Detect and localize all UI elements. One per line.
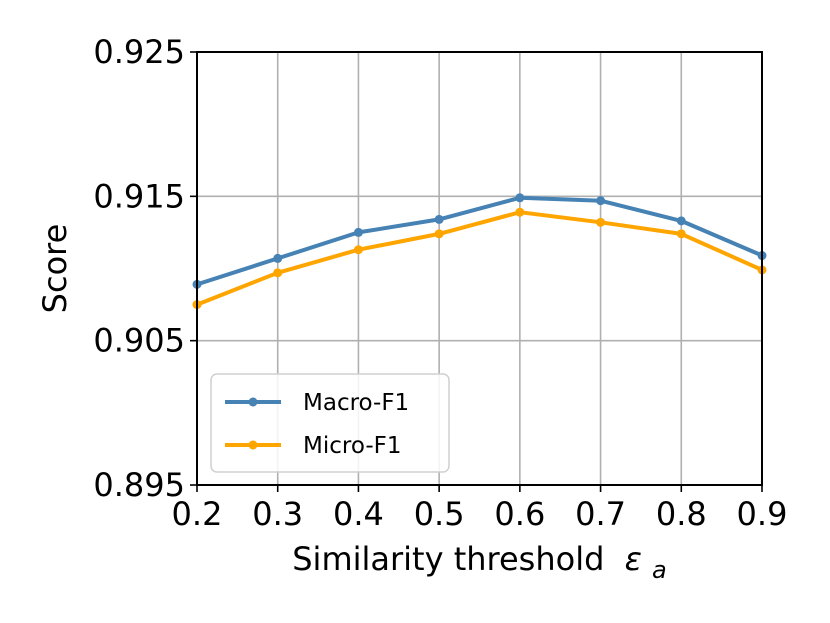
data-point-micro-f1 xyxy=(676,229,686,239)
data-point-macro-f1 xyxy=(434,214,444,224)
data-point-macro-f1 xyxy=(515,193,525,203)
series-line-micro-f1 xyxy=(196,210,763,307)
x-tick-label: 0.8 xyxy=(656,495,707,533)
data-point-macro-f1 xyxy=(596,196,606,206)
x-tick-label: 0.5 xyxy=(414,495,465,533)
plot-frame xyxy=(196,51,763,486)
data-point-micro-f1 xyxy=(273,268,283,278)
x-tick-label: 0.4 xyxy=(333,495,384,533)
data-point-macro-f1 xyxy=(676,216,686,226)
x-tick-label: 0.6 xyxy=(494,495,545,533)
legend: Macro-F1 Micro-F1 xyxy=(210,373,450,473)
data-point-micro-f1 xyxy=(434,229,444,239)
x-tick-label: 0.3 xyxy=(252,495,303,533)
x-axis-label-subscript: a xyxy=(652,556,667,584)
y-axis-label: Score xyxy=(36,224,74,314)
chart-series xyxy=(192,193,767,310)
legend-marker-macro-f1 xyxy=(248,397,258,407)
data-point-macro-f1 xyxy=(353,227,363,237)
axis-ticks: 0.2 0.3 0.4 0.5 0.6 0.7 0.8 0.9 0.895 0.905 0.915 0… xyxy=(93,33,787,533)
y-tick-label: 0.905 xyxy=(93,322,185,360)
x-tick-label: 0.2 xyxy=(172,495,223,533)
legend-box xyxy=(210,373,450,473)
legend-label-macro-f1: Macro-F1 xyxy=(303,390,409,416)
y-tick-label: 0.915 xyxy=(93,177,185,215)
data-point-micro-f1 xyxy=(596,217,606,227)
series-line-macro-f1 xyxy=(196,195,763,287)
x-tick-label: 0.9 xyxy=(737,495,788,533)
y-tick-label: 0.895 xyxy=(93,466,185,504)
legend-marker-micro-f1 xyxy=(248,440,258,450)
x-axis-label-symbol: ε xyxy=(625,540,642,578)
data-point-micro-f1 xyxy=(353,245,363,255)
x-axis-label-text: Similarity threshold xyxy=(292,540,604,578)
data-point-micro-f1 xyxy=(515,207,525,217)
x-axis-label: Similarity threshold ε a xyxy=(292,540,667,584)
y-tick-label: 0.925 xyxy=(93,33,185,71)
legend-label-micro-f1: Micro-F1 xyxy=(303,433,402,459)
x-tick-label: 0.7 xyxy=(575,495,626,533)
data-point-macro-f1 xyxy=(273,253,283,263)
